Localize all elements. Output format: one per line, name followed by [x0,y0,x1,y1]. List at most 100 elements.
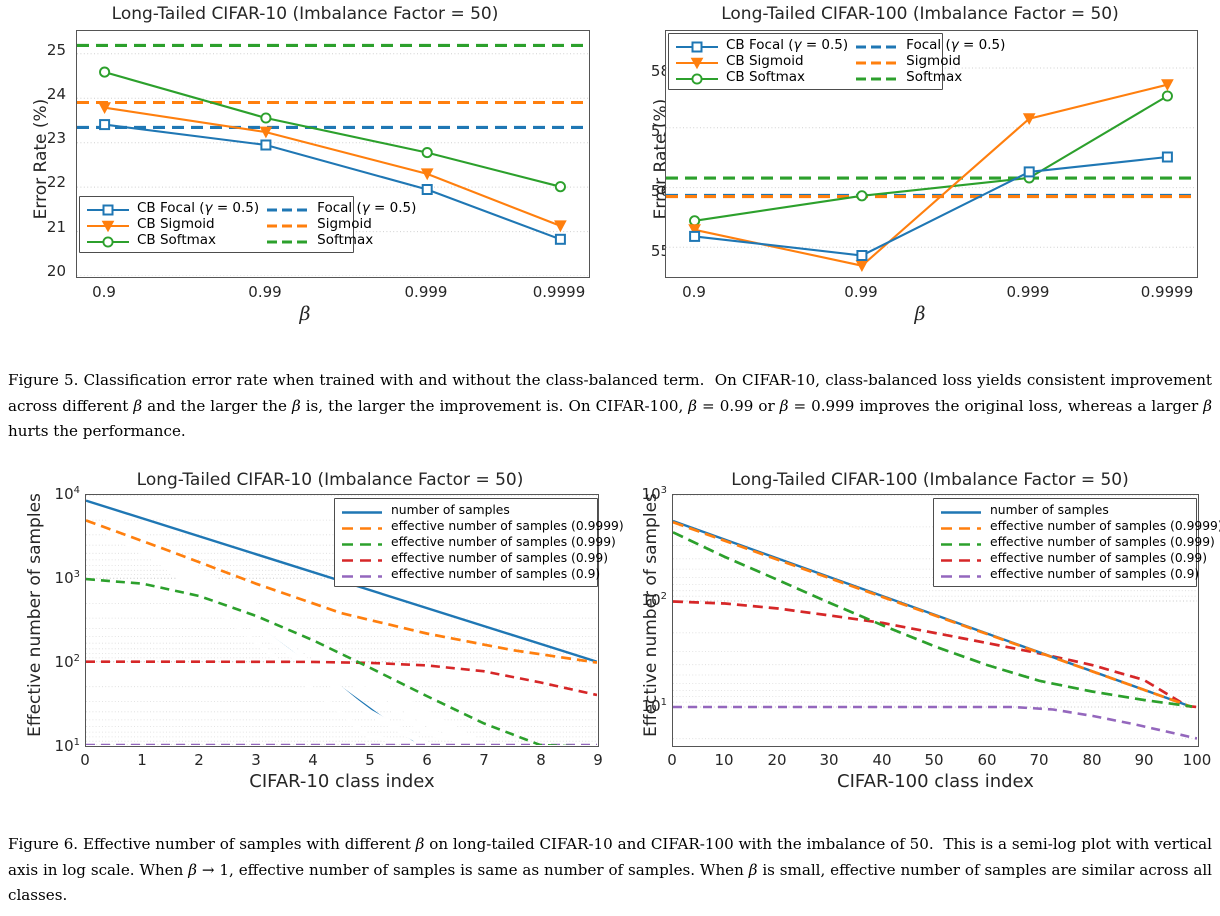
legend-swatch-effective-9 [940,568,982,582]
legend-label: CB Sigmoid [726,53,804,69]
figure-5-left-panel: Long-Tailed CIFAR-10 (Imbalance Factor =… [0,0,610,360]
legend-label: Focal (γ = 0.5) [906,37,1006,53]
y-tick-label: 58 [650,62,670,80]
figure-5-right-panel: Long-Tailed CIFAR-100 (Imbalance Factor … [610,0,1220,360]
y-tick-label: 101 [54,737,80,755]
y-axis-label: Effective number of samples [641,493,661,737]
y-tick-label: 101 [641,697,667,715]
legend-label: effective number of samples (0.9999) [391,519,624,533]
caption-text: Figure 5. Classification error rate when… [8,371,1212,440]
x-tick-label: 30 [819,751,839,769]
legend-swatch-softmax [855,71,899,85]
legend-label: Sigmoid [317,216,372,232]
legend-label: Softmax [906,69,963,85]
legend-label: effective number of samples (0.9) [391,567,601,581]
figure-6-left-panel: Long-Tailed CIFAR-10 (Imbalance Factor =… [0,460,624,810]
x-tick-label: 0.99 [844,283,878,301]
x-tick-label: 7 [479,751,489,769]
legend-label: Focal (γ = 0.5) [317,200,417,216]
y-tick-label: 22 [46,173,66,191]
y-tick-label: 21 [46,218,66,236]
curve-0p999 [86,577,574,745]
legend-label: effective number of samples (0.999) [990,535,1215,549]
curve-0p9 [673,705,1197,740]
x-tick-label: 3 [251,751,261,769]
legend-swatch-sigmoid [266,218,310,232]
x-tick-label: 10 [714,751,734,769]
legend-label: effective number of samples (0.99) [391,551,609,565]
legend-label: effective number of samples (0.99) [990,551,1208,565]
x-tick-label: 0.99 [248,283,282,301]
x-tick-label: 0.9 [682,283,706,301]
x-tick-label: 90 [1134,751,1154,769]
y-tick-label: 102 [54,653,80,671]
legend-label: Softmax [317,232,374,248]
curve-0p9999 [673,520,1193,709]
legend-swatch-number-of-samples [341,504,383,518]
x-tick-label: 4 [308,751,318,769]
x-tick-label: 50 [924,751,944,769]
x-tick-label: 8 [536,751,546,769]
x-axis-label: CIFAR-100 class index [837,771,1034,792]
legend-label: CB Softmax [137,232,217,248]
chart-title: Long-Tailed CIFAR-10 (Imbalance Factor =… [111,4,499,24]
legend-swatch-cb-softmax [675,71,719,85]
legend-label: effective number of samples (0.999) [391,535,616,549]
chart-legend[interactable]: CB Focal (γ = 0.5) Focal (γ = 0.5) CB Si… [668,33,1005,90]
y-tick-label: 20 [46,262,66,280]
x-tick-label: 0.9999 [1140,283,1194,301]
figure-6: Long-Tailed CIFAR-10 (Imbalance Factor =… [0,460,1220,810]
legend-label: number of samples [391,503,510,517]
chart-title: Long-Tailed CIFAR-100 (Imbalance Factor … [721,4,1119,24]
plot-svg [673,495,1197,740]
x-tick-label: 80 [1082,751,1102,769]
legend-label: CB Focal (γ = 0.5) [726,37,849,53]
chart-legend[interactable]: number of samples effective number of sa… [933,498,1220,587]
legend-label: Sigmoid [906,53,961,69]
x-tick-label: 0.999 [1006,283,1050,301]
legend-swatch-focal [266,202,310,216]
x-tick-label: 1 [137,751,147,769]
curve-0p99 [673,600,1197,709]
y-tick-label: 25 [46,41,66,59]
legend-label: CB Sigmoid [137,216,215,232]
x-tick-label: 20 [767,751,787,769]
x-tick-label: 0.9 [92,283,116,301]
y-tick-label: 102 [641,591,667,609]
plot-svg [86,495,597,745]
legend-label: CB Softmax [726,69,806,85]
legend-swatch-effective-999 [940,536,982,550]
legend-swatch-effective-999 [341,536,383,550]
x-tick-label: 0.9999 [532,283,586,301]
figure-5-caption: Figure 5. Classification error rate when… [8,368,1212,445]
y-tick-label: 24 [46,85,66,103]
chart-title: Long-Tailed CIFAR-10 (Imbalance Factor =… [136,470,524,490]
legend-swatch-cb-softmax [86,234,130,248]
x-tick-label: 0 [667,751,677,769]
legend-swatch-cb-focal [86,202,130,216]
legend-swatch-effective-99 [940,552,982,566]
plot-svg [77,43,588,276]
figure-5: Long-Tailed CIFAR-10 (Imbalance Factor =… [0,0,1220,360]
legend-swatch-cb-sigmoid [675,55,719,69]
chart-legend[interactable]: CB Focal (γ = 0.5) Focal (γ = 0.5) CB Si… [79,196,416,253]
legend-swatch-effective-9 [341,568,383,582]
y-tick-label: 57 [650,122,670,140]
legend-swatch-number-of-samples [940,504,982,518]
legend-swatch-cb-sigmoid [86,218,130,232]
y-tick-label: 56 [650,182,670,200]
x-tick-label: 9 [593,751,603,769]
legend-swatch-effective-99 [341,552,383,566]
legend-label: effective number of samples (0.9) [990,567,1200,581]
x-tick-label: 60 [977,751,997,769]
x-axis-label: β [914,303,926,325]
x-axis-label: β [299,303,311,325]
y-axis-label: Effective number of samples [25,493,45,737]
x-tick-label: 40 [872,751,892,769]
legend-swatch-sigmoid [855,55,899,69]
caption-text: Figure 6. Effective number of samples wi… [8,835,1212,904]
y-tick-label: 55 [650,242,670,260]
y-tick-label: 103 [641,485,667,503]
figure-6-caption: Figure 6. Effective number of samples wi… [8,832,1212,909]
chart-legend[interactable]: number of samples effective number of sa… [334,498,624,587]
